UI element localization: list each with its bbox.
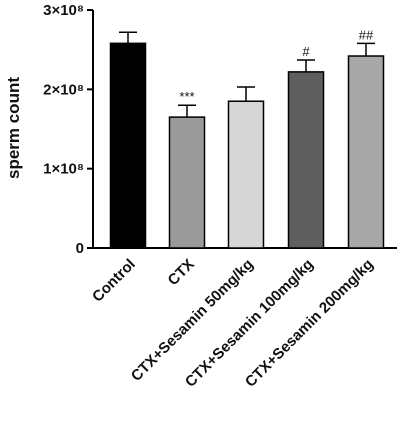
significance-annotation: ##: [359, 27, 374, 42]
y-tick-label: 2×10⁸: [43, 81, 84, 98]
significance-annotation: #: [302, 44, 310, 59]
y-tick-label: 3×10⁸: [43, 2, 84, 19]
x-category-label: CTX: [165, 256, 198, 289]
x-category-label: Control: [89, 256, 139, 306]
significance-annotation: ***: [179, 89, 194, 104]
x-category-label: CTX+Sesamin 50mg/kg: [128, 256, 257, 385]
bar: [168, 116, 206, 249]
x-category-label: CTX+Sesamin 200mg/kg: [242, 256, 377, 391]
y-tick-label: 1×10⁸: [43, 161, 84, 178]
bar: [347, 55, 385, 249]
y-axis-label: sperm count: [4, 77, 23, 179]
bar: [227, 100, 265, 249]
bar: [287, 71, 325, 249]
y-tick-label: 0: [76, 240, 84, 257]
bar: [109, 42, 147, 249]
